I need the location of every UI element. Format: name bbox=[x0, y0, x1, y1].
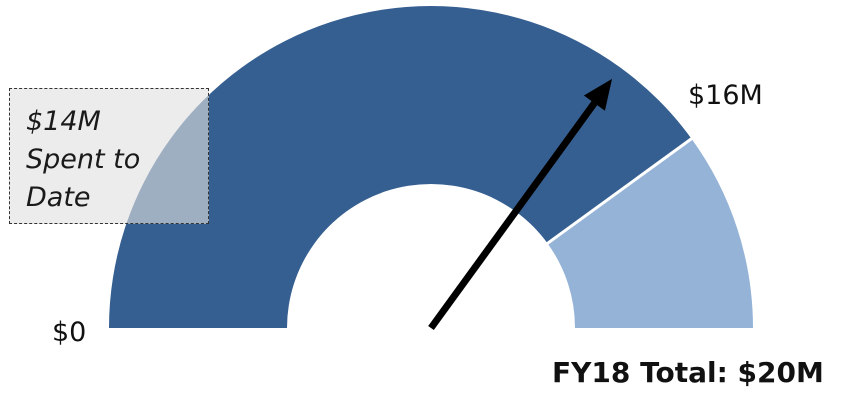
gauge-needle bbox=[428, 101, 598, 331]
gauge-segment-divider bbox=[545, 136, 694, 246]
fy18-total-label: FY18 Total: $20M bbox=[552, 356, 824, 389]
gauge-segment-remaining bbox=[547, 138, 753, 328]
gauge-min-label: $0 bbox=[52, 317, 87, 348]
gauge-needle-arrowhead bbox=[583, 78, 613, 111]
gauge-mark-label: $16M bbox=[688, 80, 763, 111]
gauge-segment-spent bbox=[109, 6, 692, 328]
spent-to-date-callout: $14M Spent to Date bbox=[9, 88, 209, 224]
